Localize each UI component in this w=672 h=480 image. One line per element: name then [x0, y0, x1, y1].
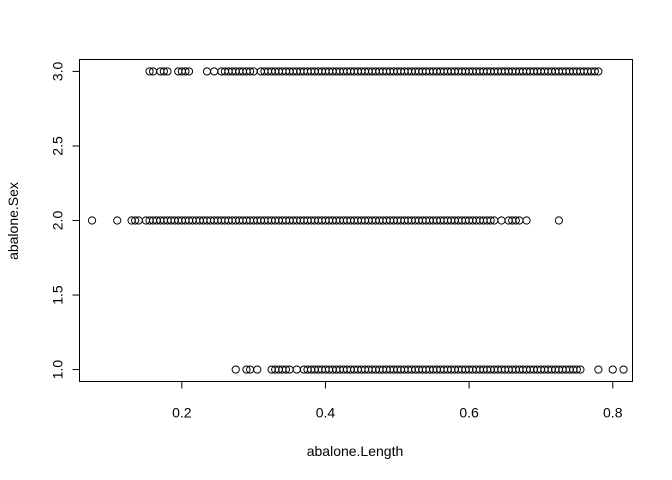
data-point [210, 67, 219, 76]
data-point [181, 67, 190, 76]
y-tick-label: 2.0 [50, 211, 66, 231]
data-point [572, 365, 581, 374]
data-point [608, 365, 617, 374]
data-point [576, 365, 585, 374]
data-point [253, 365, 262, 374]
x-tick-label: 0.4 [316, 405, 336, 421]
data-point [87, 216, 97, 225]
data-point [113, 216, 122, 225]
y-tick-label: 2.5 [50, 136, 66, 156]
x-tick-label: 0.6 [459, 405, 479, 421]
plot-frame [79, 59, 633, 382]
data-point [163, 67, 172, 76]
data-point [145, 67, 154, 76]
x-tick-label: 0.2 [172, 405, 192, 421]
data-point [522, 216, 531, 225]
data-point [594, 67, 603, 76]
data-point [202, 67, 212, 76]
data-point [184, 67, 194, 76]
data-point [594, 365, 603, 374]
data-point [619, 365, 628, 374]
data-point [511, 216, 520, 225]
y-tick-label: 1.0 [50, 360, 66, 380]
data-points [87, 67, 628, 374]
data-point [292, 365, 301, 374]
data-point [497, 216, 506, 225]
x-axis: 0.2 0.4 0.6 0.8 [172, 381, 623, 421]
data-point [554, 216, 563, 225]
y-axis-title: abalone.Sex [5, 182, 21, 260]
data-point [590, 67, 599, 76]
x-axis-title: abalone.Length [307, 443, 404, 459]
y-axis: 1.0 1.5 2.0 2.5 3.0 [50, 61, 80, 379]
data-point [281, 365, 291, 374]
y-tick-label: 1.5 [50, 285, 66, 305]
data-point [131, 216, 140, 225]
x-tick-label: 0.8 [603, 405, 623, 421]
data-point [159, 67, 168, 76]
y-tick-label: 3.0 [50, 61, 66, 81]
data-point [242, 365, 251, 374]
data-point [486, 216, 495, 225]
data-point [231, 365, 240, 374]
data-point [245, 67, 255, 76]
